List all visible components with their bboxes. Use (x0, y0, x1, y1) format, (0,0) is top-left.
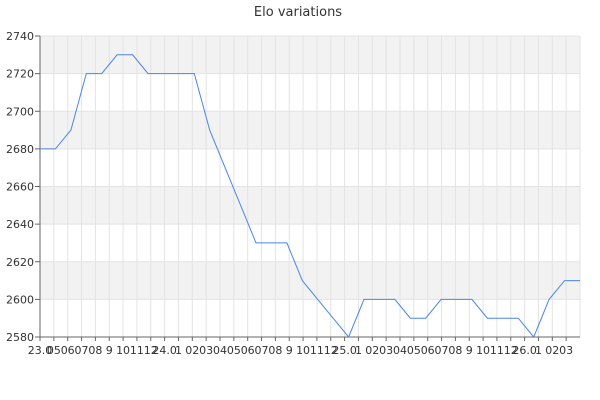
series-layer (40, 54, 580, 338)
y-tick-label: 2580 (6, 331, 34, 344)
chart-title: Elo variations (254, 5, 342, 20)
y-tick-label: 2720 (6, 68, 34, 81)
y-tick-label: 2640 (6, 218, 34, 231)
plot-band (40, 261, 580, 300)
x-tick-label: 07 (255, 344, 269, 357)
x-tick-label: 10 (296, 344, 310, 357)
plot-band (40, 148, 580, 187)
x-tick-label: 11 (130, 344, 144, 357)
y-tick-label: 2740 (6, 30, 34, 43)
x-tick-label: 03 (379, 344, 393, 357)
y-tick-label: 2680 (6, 143, 34, 156)
x-tick-label: 08 (268, 344, 282, 357)
plot-bands (40, 36, 580, 337)
y-tick-label: 2660 (6, 181, 34, 194)
x-tick-label: 05 (47, 344, 61, 357)
plot-band (40, 224, 580, 262)
x-tick-label: 10 (116, 344, 130, 357)
x-tick-label: 24.0 (152, 344, 177, 357)
x-tick-label: 06 (241, 344, 255, 357)
x-tick-label: 06 (421, 344, 435, 357)
x-tick-label: 10 (476, 344, 490, 357)
x-tick-label: 12 (504, 344, 518, 357)
x-tick-label: 11 (310, 344, 324, 357)
x-tick-label: 02 (365, 344, 379, 357)
x-tick-label: 11 (490, 344, 504, 357)
x-tick-label: 07 (435, 344, 449, 357)
x-tick-label: 23.0 (28, 344, 53, 357)
x-tick-label: 08 (448, 344, 462, 357)
x-tick-label: 03 (199, 344, 213, 357)
x-tick-label: 25.0 (332, 344, 357, 357)
y-axis-ticks: 2580 2600 2620 2640 2660 2680 2700 2720 2740 (6, 30, 40, 344)
x-tick-label: 1 (355, 344, 362, 357)
plot-band (40, 186, 580, 225)
y-tick-label: 2620 (6, 256, 34, 269)
x-tick-label: 02 (545, 344, 559, 357)
x-tick-label: 04 (213, 344, 227, 357)
x-tick-label: 12 (324, 344, 338, 357)
x-tick-label: 03 (559, 344, 573, 357)
x-tick-label: 05 (227, 344, 241, 357)
x-tick-label: 1 (535, 344, 542, 357)
x-tick-label: 08 (88, 344, 102, 357)
y-tick-label: 2700 (6, 105, 34, 118)
x-tick-label: 07 (75, 344, 89, 357)
plot-band (40, 111, 580, 149)
x-tick-label: 1 (175, 344, 182, 357)
x-tick-label: 26.0 (512, 344, 537, 357)
x-tick-label: 06 (61, 344, 75, 357)
plot-band (40, 73, 580, 112)
x-tick-label: 12 (144, 344, 158, 357)
x-tick-label: 04 (393, 344, 407, 357)
x-tick-label: 9 (466, 344, 473, 357)
elo-series-line (40, 54, 580, 338)
x-tick-label: 9 (106, 344, 113, 357)
x-tick-label: 05 (407, 344, 421, 357)
y-tick-label: 2600 (6, 293, 34, 306)
x-tick-label: 9 (286, 344, 293, 357)
x-tick-label: 02 (185, 344, 199, 357)
